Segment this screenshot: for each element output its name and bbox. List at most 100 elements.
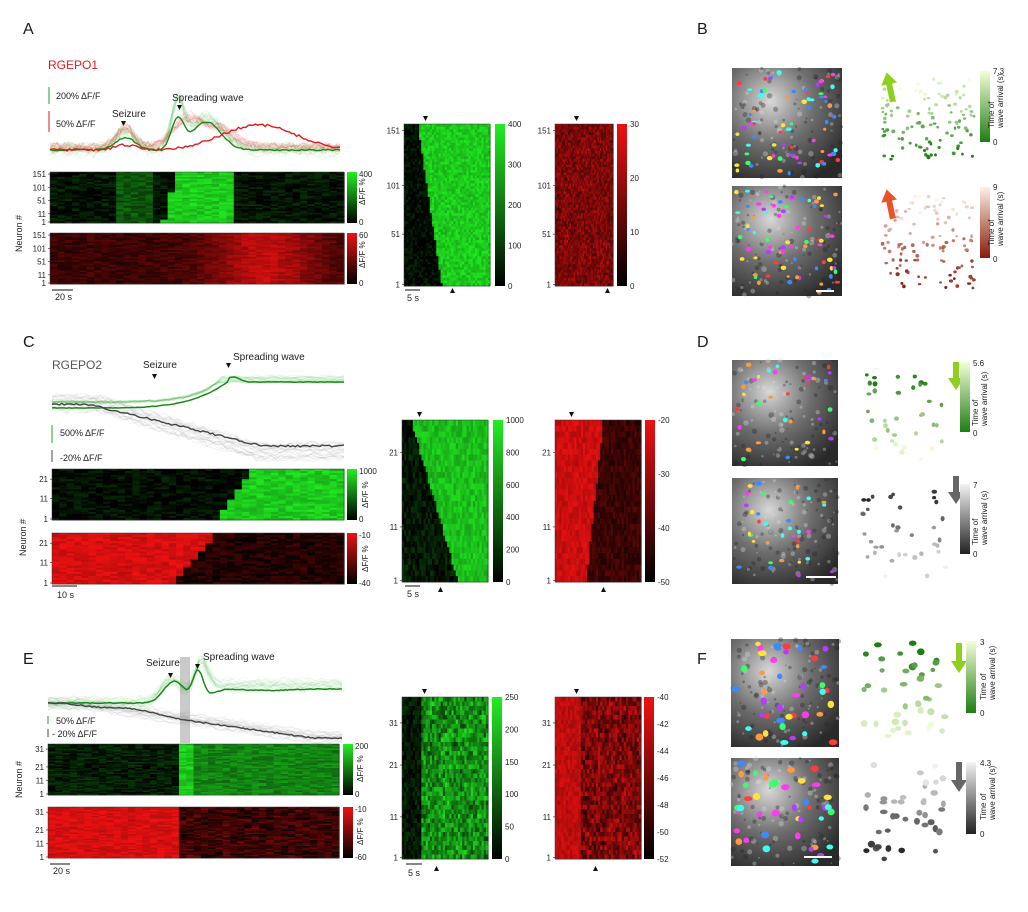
zoom-heatmap-red-a — [554, 123, 614, 287]
heatmap-cell — [123, 282, 132, 285]
heatmap-cell — [423, 191, 427, 195]
heatmap-cell — [123, 199, 132, 202]
heatmap-cell — [263, 248, 272, 251]
heatmap-cell — [299, 258, 308, 261]
heatmap-cell — [419, 134, 422, 138]
heatmap-cell — [270, 185, 279, 188]
heatmap-cell — [57, 194, 66, 197]
heatmap-cell — [459, 186, 463, 190]
heatmap-cell — [447, 129, 450, 133]
heatmap-cell — [470, 175, 474, 179]
heatmap-cell — [226, 255, 235, 258]
heatmap-cell — [421, 159, 424, 163]
heatmap-cell — [255, 233, 264, 236]
heatmap-cell — [174, 238, 183, 241]
heatmap-cell — [116, 278, 125, 281]
heatmap-cell — [248, 267, 257, 270]
heatmap-cell — [211, 192, 220, 195]
heatmap-cell — [226, 258, 235, 261]
heatmap-cell — [160, 239, 169, 242]
heatmap-cell — [427, 169, 431, 173]
heatmap-cell — [416, 186, 420, 190]
heatmap-cell — [427, 153, 431, 157]
heatmap-cell — [64, 278, 73, 281]
heatmap-cell — [108, 189, 117, 192]
heatmap-cell — [86, 212, 95, 215]
heatmap-cell — [79, 189, 88, 192]
heatmap-cell — [145, 280, 154, 283]
heatmap-cell — [226, 185, 235, 188]
heatmap-cell — [211, 190, 220, 193]
heatmap-cell — [94, 187, 103, 190]
heatmap-cell — [285, 280, 294, 283]
heatmap-cell — [444, 202, 448, 206]
heatmap-cell — [466, 186, 470, 190]
heatmap-cell — [299, 265, 308, 268]
heatmap-cell — [79, 202, 88, 205]
heatmap-cell — [167, 238, 176, 241]
heatmap-cell — [410, 156, 414, 160]
heatmap-cell — [404, 159, 407, 163]
heatmap-cell — [423, 124, 427, 128]
heatmap-cell — [219, 175, 227, 178]
heatmap-cell — [285, 278, 294, 281]
heatmap-cell — [189, 197, 198, 200]
heatmap-cell — [204, 238, 213, 241]
heatmap-cell — [464, 199, 467, 203]
heatmap-cell — [130, 261, 139, 264]
heatmap-cell — [459, 178, 463, 182]
heatmap-cell — [255, 209, 264, 212]
heatmap-cell — [442, 172, 446, 176]
heatmap-cell — [94, 202, 103, 205]
heatmap-cell — [123, 214, 132, 217]
heatmap-cell — [442, 145, 446, 149]
heatmap-cell — [86, 241, 95, 244]
heatmap-cell — [481, 183, 485, 187]
heatmap-cell — [464, 175, 467, 179]
heatmap-cell — [440, 194, 444, 198]
heatmap-cell — [468, 191, 472, 195]
trace-line — [49, 93, 341, 155]
heatmap-cell — [412, 132, 416, 136]
heatmap-cell — [440, 142, 444, 146]
heatmap-cell — [182, 234, 191, 237]
heatmap-cell — [86, 216, 95, 219]
heatmap-cell — [419, 186, 422, 190]
heatmap-cell — [108, 190, 117, 193]
heatmap-cell — [429, 194, 433, 198]
heatmap-cell — [485, 156, 489, 160]
heatmap-cell — [116, 280, 125, 283]
heatmap-cell — [64, 261, 73, 264]
heatmap-cell — [474, 199, 478, 203]
heatmap-cell — [440, 183, 444, 187]
heatmap-cell — [307, 270, 316, 273]
heatmap-cell — [241, 172, 250, 175]
heatmap-cell — [226, 194, 235, 197]
heatmap-cell — [79, 214, 88, 217]
heatmap-cell — [57, 221, 66, 224]
heatmap-cell — [211, 250, 220, 253]
heatmap-cell — [270, 183, 279, 186]
heatmap-cell — [466, 164, 470, 168]
heatmap-cell — [226, 261, 235, 264]
heatmap-cell — [138, 258, 147, 261]
heatmap-cell — [50, 200, 58, 203]
heatmap-cell — [145, 273, 154, 276]
heatmap-cell — [219, 180, 227, 183]
heatmap-cell — [299, 211, 308, 214]
heatmap-cell — [174, 216, 183, 219]
heatmap-cell — [477, 132, 480, 136]
heatmap-cell — [255, 216, 264, 219]
heatmap-cell — [427, 194, 431, 198]
heatmap-cell — [138, 272, 147, 275]
heatmap-cell — [167, 182, 176, 185]
heatmap-cell — [174, 261, 183, 264]
heatmap-cell — [204, 277, 213, 280]
heatmap-cell — [314, 256, 323, 259]
heatmap-cell — [94, 272, 103, 275]
heatmap-cell — [321, 177, 330, 180]
heatmap-cell — [292, 202, 301, 205]
heatmap-cell — [336, 216, 345, 219]
heatmap-cell — [321, 202, 330, 205]
heatmap-cell — [449, 137, 452, 141]
